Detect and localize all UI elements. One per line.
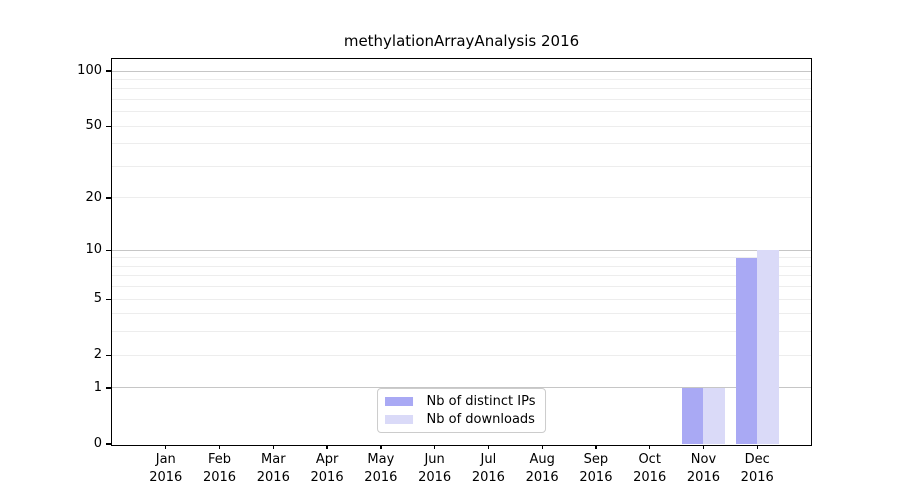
y-axis-tick-2 [106, 354, 111, 356]
gridline-minor-7 [112, 275, 811, 277]
x-axis-tick-may [380, 445, 382, 449]
gridline-minor-2 [112, 354, 811, 356]
legend-item-distinct-ips: Nb of distinct IPs [384, 394, 536, 409]
x-tick-label-month: Jul [480, 452, 497, 467]
x-axis-tick-apr [326, 445, 328, 449]
x-tick-label-sep: Sep 2016 [566, 451, 626, 488]
x-axis-tick-oct [649, 445, 651, 449]
x-tick-label-month: Aug [529, 452, 555, 467]
bar-distinct-ips-nov [681, 387, 704, 444]
y-tick-label-0: 0 [93, 436, 102, 451]
x-tick-label-year: 2016 [633, 470, 667, 486]
gridline-major-100 [112, 70, 811, 72]
x-tick-label-oct: Oct 2016 [620, 451, 680, 488]
y-axis-tick-5 [106, 298, 111, 300]
y-axis-tick-1 [106, 387, 111, 389]
gridline-minor-90 [112, 78, 811, 80]
x-tick-label-jun: Jun 2016 [405, 451, 465, 488]
legend-label-distinct-ips: Nb of distinct IPs [426, 394, 536, 409]
y-tick-label-20: 20 [85, 189, 102, 205]
y-axis-tick-50 [106, 125, 111, 127]
legend-label-downloads: Nb of downloads [426, 412, 535, 427]
legend-item-downloads: Nb of downloads [384, 412, 536, 427]
x-axis-tick-jul [487, 445, 490, 449]
x-tick-label-jan: Jan 2016 [136, 451, 196, 488]
y-axis-tick-0 [106, 443, 111, 445]
y-tick-label-50: 50 [85, 118, 102, 134]
x-tick-label-dec: Dec 2016 [727, 451, 787, 488]
gridline-minor-3 [112, 331, 811, 333]
legend-swatch-downloads-icon [384, 415, 413, 424]
x-axis-tick-jun [434, 445, 436, 449]
x-tick-label-year: 2016 [471, 470, 505, 486]
x-tick-label-year: 2016 [418, 470, 452, 486]
x-tick-label-year: 2016 [256, 470, 290, 486]
x-tick-label-month: Oct [638, 452, 661, 467]
x-tick-label-nov: Nov 2016 [673, 451, 733, 488]
x-tick-label-feb: Feb 2016 [190, 451, 250, 488]
gridline-minor-50 [112, 125, 811, 127]
gridline-minor-6 [112, 286, 811, 288]
y-axis-tick-20 [106, 197, 111, 199]
x-tick-label-month: May [367, 452, 395, 467]
x-tick-label-month: Jan [155, 452, 176, 467]
x-axis-tick-dec [756, 445, 758, 449]
x-axis-tick-mar [272, 445, 274, 449]
x-tick-label-month: Apr [315, 452, 339, 467]
bar-downloads-dec [757, 250, 779, 444]
x-tick-label-month: Nov [690, 452, 717, 467]
gridline-minor-80 [112, 88, 811, 90]
gridline-minor-60 [112, 111, 811, 113]
x-tick-label-month: Sep [583, 452, 609, 467]
y-tick-label-2: 2 [93, 347, 102, 363]
x-tick-label-year: 2016 [740, 470, 774, 486]
x-axis-tick-sep [595, 445, 597, 449]
x-tick-label-year: 2016 [310, 470, 344, 486]
x-tick-label-jul: Jul 2016 [458, 451, 518, 488]
bar-distinct-ips-dec [735, 257, 758, 444]
y-axis-tick-100 [106, 70, 111, 72]
x-tick-label-year: 2016 [525, 470, 559, 486]
x-tick-label-month: Dec [744, 452, 770, 467]
x-tick-label-year: 2016 [579, 470, 613, 486]
gridline-minor-30 [112, 165, 811, 167]
y-tick-label-100: 100 [77, 63, 102, 78]
legend-swatch-distinct-ips-icon [384, 397, 413, 406]
x-tick-label-may: May 2016 [351, 451, 411, 488]
x-tick-label-month: Mar [261, 452, 286, 467]
x-tick-label-apr: Apr 2016 [297, 451, 357, 488]
gridline-minor-40 [112, 143, 811, 145]
x-tick-label-month: Jun [424, 452, 445, 467]
x-tick-label-year: 2016 [149, 470, 183, 486]
gridline-minor-20 [112, 197, 811, 199]
x-axis-tick-feb [218, 445, 221, 449]
bar-downloads-nov [703, 387, 725, 444]
plot-area: methylationArrayAnalysis 2016 0 1 2 5 10 20 50… [77, 32, 812, 485]
y-tick-label-1: 1 [93, 379, 102, 395]
x-axis-tick-aug [541, 445, 543, 449]
legend: Nb of distinct IPs Nb of downloads [376, 388, 547, 433]
x-tick-label-mar: Mar 2016 [243, 451, 303, 488]
x-axis-tick-nov [702, 445, 705, 449]
gridline-minor-4 [112, 313, 811, 315]
y-tick-label-10: 10 [85, 242, 102, 258]
x-tick-label-year: 2016 [686, 470, 720, 486]
gridline-minor-5 [112, 298, 811, 300]
gridline-major-10 [112, 249, 811, 251]
x-tick-label-year: 2016 [364, 470, 398, 486]
gridline-minor-9 [112, 257, 811, 259]
x-tick-label-aug: Aug 2016 [512, 451, 572, 488]
chart-title: methylationArrayAnalysis 2016 [343, 32, 580, 50]
x-tick-label-year: 2016 [202, 470, 237, 486]
gridline-major-1 [112, 387, 811, 389]
y-axis-tick-10 [106, 249, 111, 251]
gridline-minor-8 [112, 265, 811, 267]
gridline-minor-70 [112, 98, 811, 100]
x-axis-tick-jan [165, 445, 167, 449]
x-tick-label-month: Feb [208, 452, 232, 467]
y-tick-label-5: 5 [93, 291, 102, 307]
